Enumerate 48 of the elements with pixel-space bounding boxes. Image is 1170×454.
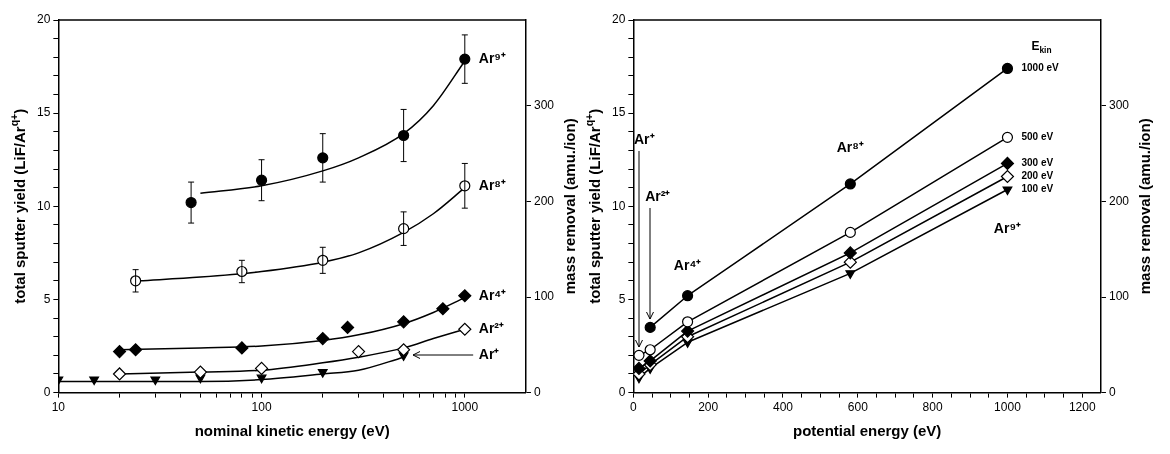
- x-tick-label: 1200: [1068, 400, 1096, 415]
- y2-tick-label: 100: [1108, 289, 1130, 304]
- y2-tick-label: 200: [533, 193, 555, 208]
- series-label: Ar⁸⁺: [478, 176, 506, 193]
- y-tick-label: 0: [43, 384, 51, 399]
- y-tick-label: 10: [611, 198, 626, 213]
- y2-tick-label: 0: [1108, 384, 1116, 399]
- y-axis-title: total sputter yield (LiF/Arq+): [582, 108, 604, 304]
- y-tick-label: 15: [36, 105, 51, 120]
- y-tick-label: 10: [36, 198, 51, 213]
- x-tick-label: 0: [630, 400, 637, 415]
- y2-tick-label: 300: [533, 98, 555, 113]
- x-tick-label: 800: [922, 400, 943, 415]
- series-label: 500 eV: [1021, 131, 1054, 143]
- x-tick-label: 1000: [994, 400, 1022, 415]
- series-label: 100 eV: [1021, 183, 1054, 195]
- annotation: Ar⁴⁺: [673, 256, 702, 273]
- annotation: Ar⁹⁺: [993, 220, 1022, 237]
- y-tick-label: 20: [36, 12, 51, 27]
- y-tick-label: 20: [611, 12, 626, 27]
- y-tick-label: 15: [611, 105, 626, 120]
- series-label: 200 eV: [1021, 170, 1054, 182]
- x-tick-label: 600: [847, 400, 869, 415]
- annotation: Ar⁺: [633, 131, 655, 148]
- y2-tick-label: 0: [533, 384, 541, 399]
- x-axis-title: potential energy (eV): [792, 422, 942, 440]
- series-label: 300 eV: [1021, 157, 1054, 169]
- x-tick-label: 100: [251, 400, 272, 415]
- series-label: 1000 eV: [1021, 62, 1060, 74]
- x-axis-title: nominal kinetic energy (eV): [194, 422, 390, 440]
- y2-tick-label: 100: [533, 289, 555, 304]
- y2-tick-label: 200: [1108, 193, 1130, 208]
- y-tick-label: 0: [618, 384, 626, 399]
- annotation: Ar²⁺: [645, 188, 671, 205]
- y2-tick-label: 300: [1108, 98, 1130, 113]
- y2-axis-title: mass removal (amu./ion): [561, 118, 579, 295]
- x-tick-label: 200: [698, 400, 719, 415]
- y-tick-label: 5: [43, 291, 51, 306]
- legend-label: Ar⁺: [478, 346, 500, 363]
- y-tick-label: 5: [618, 291, 626, 306]
- series-label: Ar⁴⁺: [478, 286, 507, 303]
- series-label: Ar⁹⁺: [478, 49, 506, 66]
- series-label: Ar²⁺: [478, 320, 505, 337]
- x-tick-label: 400: [772, 400, 794, 415]
- x-tick-label: 1000: [451, 400, 479, 415]
- y2-axis-title: mass removal (amu./ion): [1136, 118, 1154, 295]
- annotation: Ar⁸⁺: [836, 138, 864, 155]
- y-axis-title: total sputter yield (LiF/Arq+): [7, 108, 29, 304]
